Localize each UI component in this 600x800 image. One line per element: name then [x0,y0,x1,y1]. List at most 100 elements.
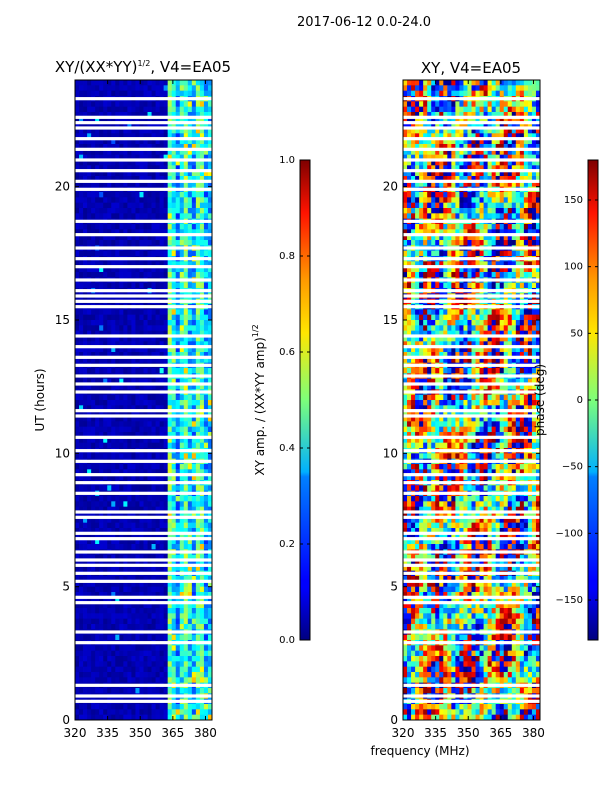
colorbar-tick-label: 0 [577,395,583,406]
x-tick-label: 320 [64,726,87,740]
flagged-row [403,233,540,237]
flagged-row [403,257,540,261]
x-tick-label: 380 [194,726,217,740]
flagged-row [75,390,212,394]
y-tick-label: 15 [55,313,70,327]
y-tick-label: 15 [383,313,398,327]
amplitude-axes-ticks: 320 335 350 365 380 0 5 10 15 20 [55,80,217,740]
flagged-row [403,363,540,367]
flagged-row [403,481,540,485]
x-axis-label: frequency (MHz) [370,744,469,758]
flagged-row [75,137,212,141]
flagged-row [75,294,212,298]
flagged-row [75,683,212,687]
flagged-row [403,550,540,554]
flagged-row [403,137,540,141]
flagged-row [75,158,212,162]
flagged-row [403,355,540,359]
flagged-row [403,382,540,386]
flagged-row [403,641,540,645]
flagged-row [403,558,540,562]
y-tick-label: 5 [390,580,398,594]
flagged-row [403,187,540,191]
left-panel-title: XY/(XX*YY)1/2, V4=EA05 [55,58,231,76]
colorbar-tick-label: 0.4 [279,443,295,454]
flagged-row [403,246,540,250]
amplitude-axes-frame [74,79,213,721]
left-ylabel: UT (hours) [33,368,47,431]
flagged-row [75,179,212,183]
colorbar-tick-label: −150 [556,595,583,606]
flagged-row [403,115,540,119]
flagged-row [75,409,212,413]
flagged-row [75,449,212,453]
flagged-row [75,531,212,535]
x-tick-label: 365 [161,726,184,740]
flagged-row [403,289,540,293]
flagged-row [75,694,212,698]
flagged-row [75,265,212,269]
flagged-row [75,246,212,250]
phase-heatmap [403,80,540,720]
x-tick-label: 320 [392,726,415,740]
y-tick-label: 10 [383,446,398,460]
figure-title: 2017-06-12 0.0-24.0 [297,15,431,30]
flagged-row [75,641,212,645]
flagged-row [75,414,212,418]
left-title-exp: 1/2 [137,59,150,68]
phase-colorbar-ticks: −150 −100 −50 0 50 100 150 [556,195,598,606]
phase-axes-frame [402,79,541,721]
flagged-row [403,699,540,703]
amp-cbar-label-exp: 1/2 [251,324,260,337]
flagged-row [75,491,212,495]
flagged-row [75,563,212,567]
flagged-row [403,147,540,151]
flagged-row [403,630,540,634]
flagged-row [403,409,540,413]
flagged-row [403,537,540,541]
flagged-row [75,278,212,282]
flagged-row [403,169,540,173]
colorbar-tick-label: 1.0 [279,155,295,166]
flagged-row [75,630,212,634]
flagged-row [75,374,212,378]
flagged-row [403,473,540,477]
flagged-row [403,219,540,223]
colorbar-tick-label: 0.2 [279,539,295,550]
flagged-row [403,510,540,514]
flagged-row [403,97,540,101]
flagged-row [75,219,212,223]
flagged-row [75,355,212,359]
amp-cbar-label-main: XY amp. / (XX*YY amp) [253,337,267,475]
flagged-row [75,363,212,367]
x-tick-label: 350 [457,726,480,740]
y-tick-label: 10 [55,446,70,460]
flagged-row [75,257,212,261]
flagged-row [403,595,540,599]
x-tick-label: 365 [489,726,512,740]
amplitude-heatmap [75,80,212,720]
flagged-row [75,126,212,130]
flagged-row [75,515,212,519]
flagged-row [75,510,212,514]
phase-colorbar-label: phase (deg) [533,364,547,436]
flagged-row [75,147,212,151]
flagged-row [75,305,212,309]
flagged-row [403,579,540,583]
flagged-row [403,305,540,309]
colorbar-tick-label: −100 [556,528,583,539]
flagged-row [75,97,212,101]
flagged-row [403,515,540,519]
x-tick-label: 335 [424,726,447,740]
flagged-row [403,126,540,130]
colorbar-tick-label: 0.6 [279,347,295,358]
right-panel-title: XY, V4=EA05 [421,59,521,77]
y-tick-label: 0 [62,713,70,727]
flagged-row [75,233,212,237]
x-tick-label: 350 [129,726,152,740]
flagged-row [75,115,212,119]
colorbar-tick-label: 100 [564,262,583,273]
flagged-row [75,558,212,562]
flagged-row [75,334,212,338]
